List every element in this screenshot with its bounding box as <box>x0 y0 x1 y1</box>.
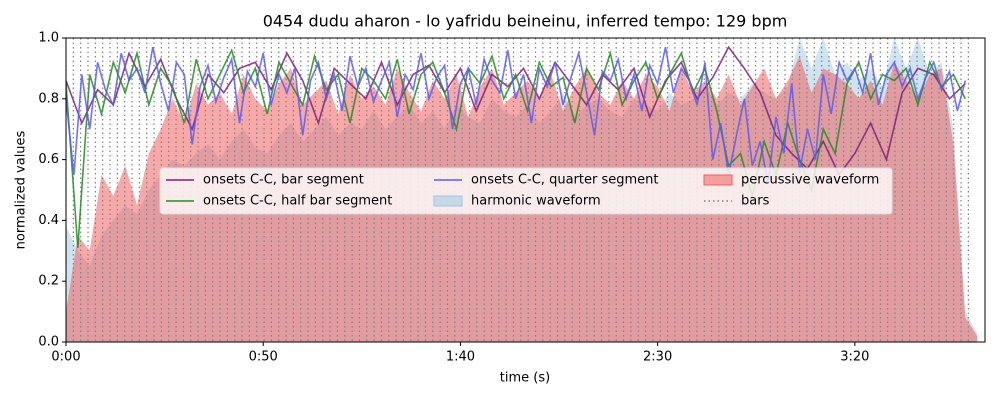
legend-label: harmonic waveform <box>471 194 601 209</box>
onset-line <box>66 46 967 185</box>
legend-label: percussive waveform <box>741 173 879 188</box>
x-tick-label: 3:20 <box>840 350 869 365</box>
legend-label: onsets C-C, quarter segment <box>471 173 658 188</box>
y-tick-label: 0.0 <box>38 335 59 350</box>
axes-frame <box>65 37 986 343</box>
x-tick-label: 0:50 <box>249 350 278 365</box>
axes: 0:00 0:50 1:40 2:30 3:20 0.0 0.2 0.4 0.6 0.8 1.0 <box>38 31 986 365</box>
y-tick-label: 0.8 <box>38 91 59 106</box>
legend-swatch <box>433 195 463 207</box>
y-tick-label: 0.2 <box>38 274 59 289</box>
y-tick-label: 0.4 <box>38 213 59 228</box>
legend-swatch <box>703 174 733 186</box>
legend-label: onsets C-C, bar segment <box>203 173 364 188</box>
legend-label: onsets C-C, half bar segment <box>203 194 392 209</box>
x-tick-label: 2:30 <box>643 350 672 365</box>
x-tick-label: 0:00 <box>51 350 80 365</box>
x-tick-label: 1:40 <box>446 350 475 365</box>
y-tick-label: 0.6 <box>38 152 59 167</box>
legend-label: bars <box>741 194 770 209</box>
y-axis-label: normalized values <box>14 130 29 249</box>
x-axis-label: time (s) <box>500 371 550 386</box>
y-tick-label: 1.0 <box>38 31 59 46</box>
legend: onsets C-C, bar segment onsets C-C, half … <box>159 167 893 215</box>
chart-title: 0454 dudu aharon - lo yafridu beineinu, … <box>263 12 788 31</box>
